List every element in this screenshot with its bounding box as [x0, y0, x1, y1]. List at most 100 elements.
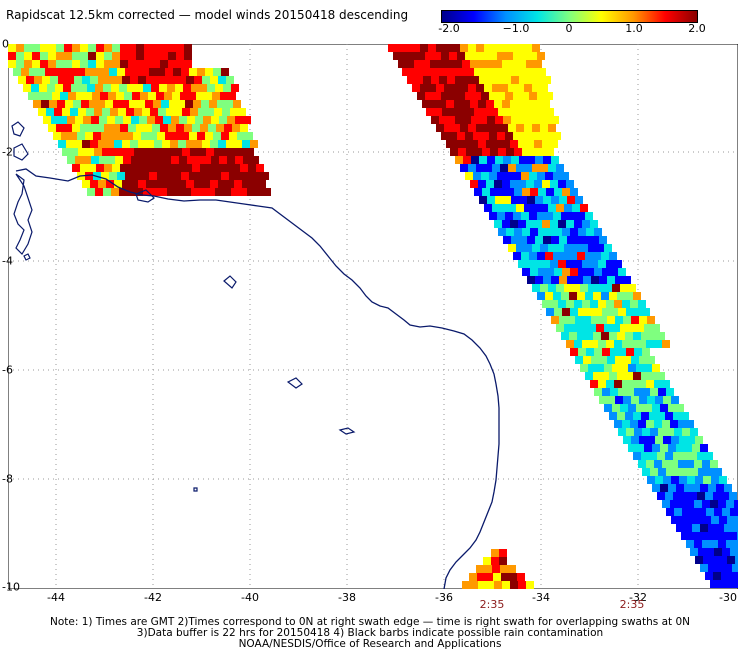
wind-cell: [638, 420, 646, 428]
wind-cell: [702, 540, 710, 548]
wind-cell: [492, 204, 500, 212]
wind-cell: [18, 76, 26, 84]
wind-cell: [192, 164, 200, 172]
y-axis-labels: 0 -2 -4 -6 -8 -10: [0, 0, 20, 650]
wind-cell: [502, 140, 510, 148]
wind-cell: [441, 92, 449, 100]
wind-cell: [553, 132, 561, 140]
wind-cell: [446, 60, 454, 68]
wind-cell: [65, 100, 73, 108]
wind-cell: [542, 140, 550, 148]
wind-cell: [567, 276, 575, 284]
wind-cell: [39, 84, 47, 92]
wind-cell: [40, 44, 48, 52]
wind-cell: [554, 188, 562, 196]
wind-cell: [112, 52, 120, 60]
wind-cell: [85, 68, 93, 76]
wind-cell: [676, 444, 684, 452]
wind-cell: [517, 573, 525, 581]
wind-cell: [612, 404, 620, 412]
wind-cell: [108, 92, 116, 100]
wind-cell: [173, 132, 181, 140]
wind-cell: [455, 116, 463, 124]
wind-cell: [546, 108, 554, 116]
wind-cell: [537, 252, 545, 260]
wind-cell: [559, 196, 567, 204]
wind-cell: [88, 124, 96, 132]
wind-cell: [210, 180, 218, 188]
wind-cell: [157, 68, 165, 76]
wind-cell: [195, 116, 203, 124]
wind-cell: [522, 268, 530, 276]
wind-cell: [550, 140, 558, 148]
wind-cell: [98, 76, 106, 84]
wind-cell: [514, 148, 522, 156]
wind-cell: [633, 412, 641, 420]
wind-cell: [540, 164, 548, 172]
wind-cell: [609, 252, 617, 260]
wind-cell: [658, 468, 666, 476]
wind-cell: [666, 428, 674, 436]
wind-cell: [120, 124, 128, 132]
wind-cell: [537, 212, 545, 220]
wind-cell: [197, 132, 205, 140]
wind-cell: [575, 236, 583, 244]
wind-cell: [101, 172, 109, 180]
wind-cell: [471, 76, 479, 84]
wind-cell: [214, 108, 222, 116]
island: [23, 253, 31, 261]
wind-cell: [436, 124, 444, 132]
wind-cell: [388, 44, 396, 52]
colorbar-tick: 1.0: [625, 22, 643, 35]
wind-cell: [583, 276, 591, 284]
wind-cell: [535, 236, 543, 244]
wind-cell: [128, 164, 136, 172]
wind-cell: [663, 476, 671, 484]
wind-cell: [466, 148, 474, 156]
wind-cell: [64, 44, 72, 52]
wind-cell: [58, 140, 66, 148]
wind-cell: [136, 164, 144, 172]
wind-cell: [500, 44, 508, 52]
wind-cell: [511, 156, 519, 164]
wind-cell: [614, 340, 622, 348]
wind-cell: [48, 52, 56, 60]
wind-cell: [550, 300, 558, 308]
swath-time-label: 2:35: [619, 598, 645, 611]
wind-cell: [8, 44, 16, 52]
wind-cell: [610, 268, 618, 276]
wind-cell: [81, 100, 89, 108]
wind-cell: [586, 308, 594, 316]
wind-cell: [558, 180, 566, 188]
y-tick-label: -10: [2, 580, 20, 594]
wind-cell: [641, 412, 649, 420]
wind-cell: [548, 124, 556, 132]
wind-cell: [537, 292, 545, 300]
colorbar-ticks: -2.0 −1.0 0 1.0 2.0: [438, 22, 705, 36]
wind-cell: [540, 284, 548, 292]
wind-cell: [168, 52, 176, 60]
wind-cell: [527, 236, 535, 244]
wind-cell: [670, 420, 678, 428]
wind-cell: [189, 132, 197, 140]
wind-cell: [639, 356, 647, 364]
wind-cell: [647, 396, 655, 404]
wind-cell: [518, 180, 526, 188]
wind-cell: [522, 228, 530, 236]
wind-cell: [218, 76, 226, 84]
wind-cell: [698, 468, 706, 476]
wind-cell: [662, 460, 670, 468]
wind-cell: [502, 180, 510, 188]
wind-cell: [444, 124, 452, 132]
wind-cell: [516, 84, 524, 92]
wind-cell: [570, 268, 578, 276]
wind-cell: [473, 172, 481, 180]
wind-cell: [426, 108, 434, 116]
wind-cell: [508, 44, 516, 52]
wind-cell: [526, 180, 534, 188]
wind-cell: [652, 484, 660, 492]
wind-cell: [224, 124, 232, 132]
wind-cell: [732, 524, 738, 532]
wind-cell: [48, 60, 56, 68]
wind-cell: [647, 476, 655, 484]
